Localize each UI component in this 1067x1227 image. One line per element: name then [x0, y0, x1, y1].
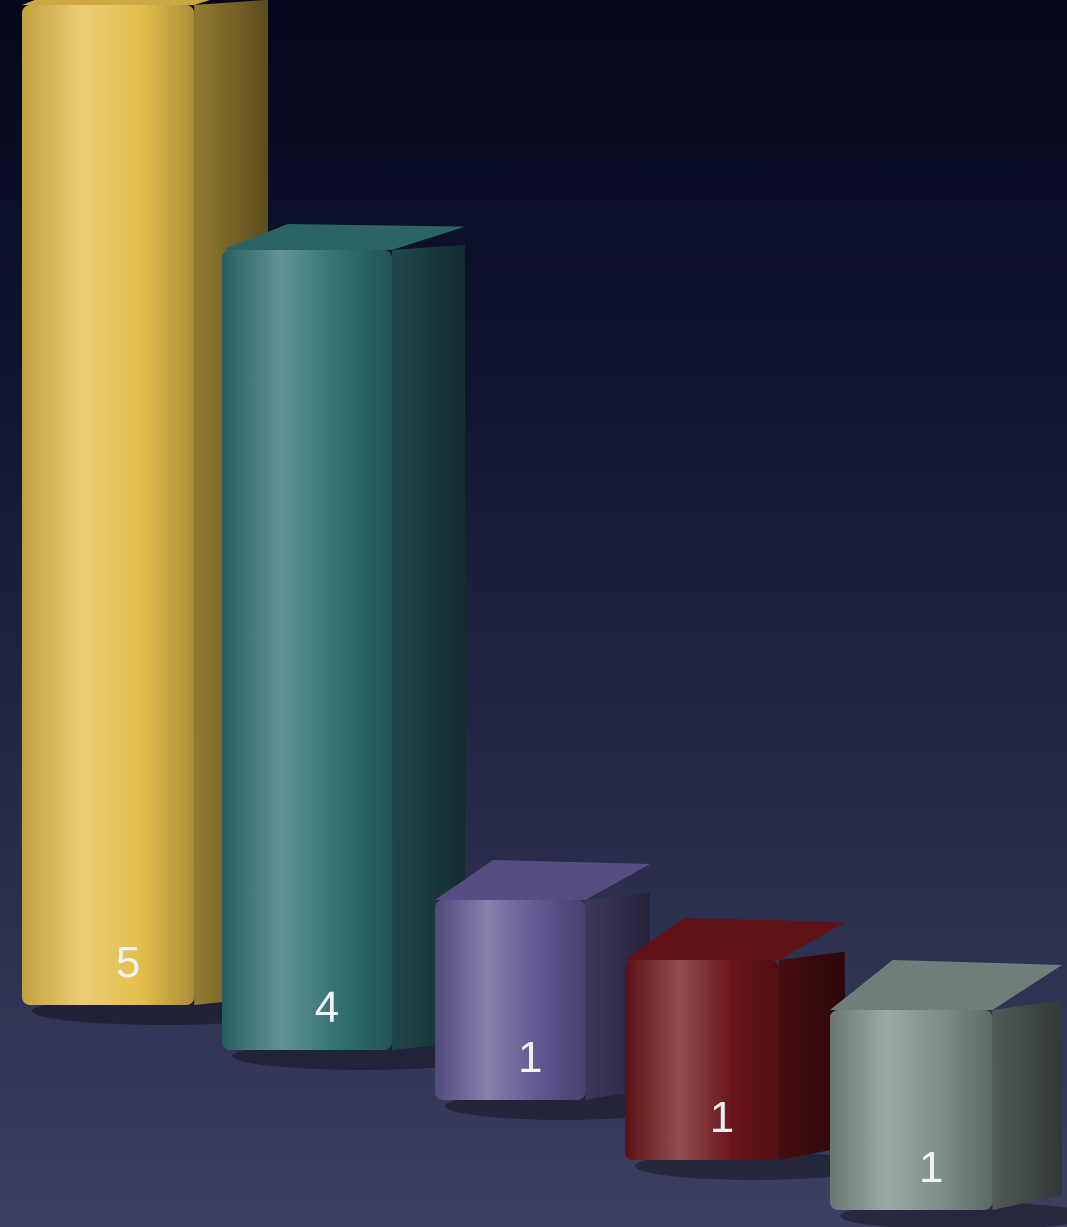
bar-top-face — [22, 0, 210, 5]
bar-top-face — [830, 960, 1062, 1010]
bar-front-face — [222, 250, 393, 1050]
bar-3: 1 — [435, 860, 680, 1120]
bar-front-face — [625, 960, 779, 1160]
bar-side-face — [992, 1000, 1062, 1210]
bar-top-face — [435, 860, 650, 900]
bar-value-label: 1 — [919, 1143, 943, 1192]
bar-top-face — [222, 224, 465, 250]
bar-2: 4 — [222, 224, 495, 1070]
bar-value-label: 1 — [518, 1033, 542, 1082]
bar-top-face — [625, 918, 845, 960]
bars-group: 5 4 1 1 1 — [22, 0, 1067, 1227]
bar-front-face — [435, 900, 586, 1100]
bar-value-label: 4 — [315, 983, 339, 1032]
bar-side-face — [392, 244, 465, 1051]
bar-front-face — [830, 1010, 993, 1210]
bar-4: 1 — [625, 918, 875, 1180]
bar-value-label: 5 — [116, 938, 140, 987]
bar-front-face — [22, 5, 195, 1005]
bar-5: 1 — [830, 960, 1067, 1227]
bar-value-label: 1 — [710, 1093, 734, 1142]
bar-side-face — [779, 951, 845, 1160]
